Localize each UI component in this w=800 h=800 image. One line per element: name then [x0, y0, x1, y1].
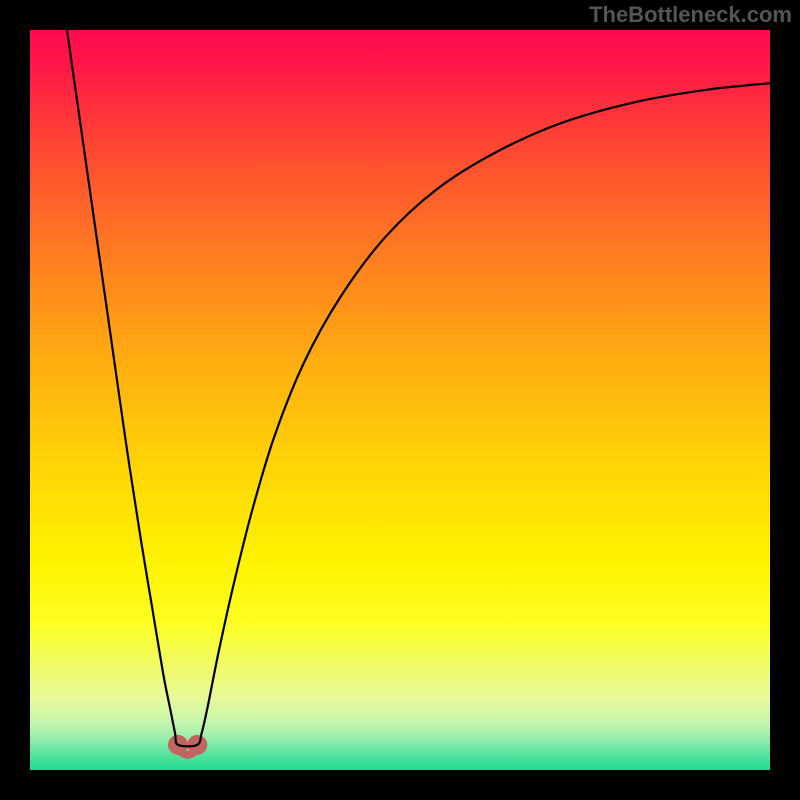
plot-background — [30, 30, 770, 770]
watermark-text: TheBottleneck.com — [589, 2, 792, 28]
chart-container: TheBottleneck.com — [0, 0, 800, 800]
chart-svg — [0, 0, 800, 800]
